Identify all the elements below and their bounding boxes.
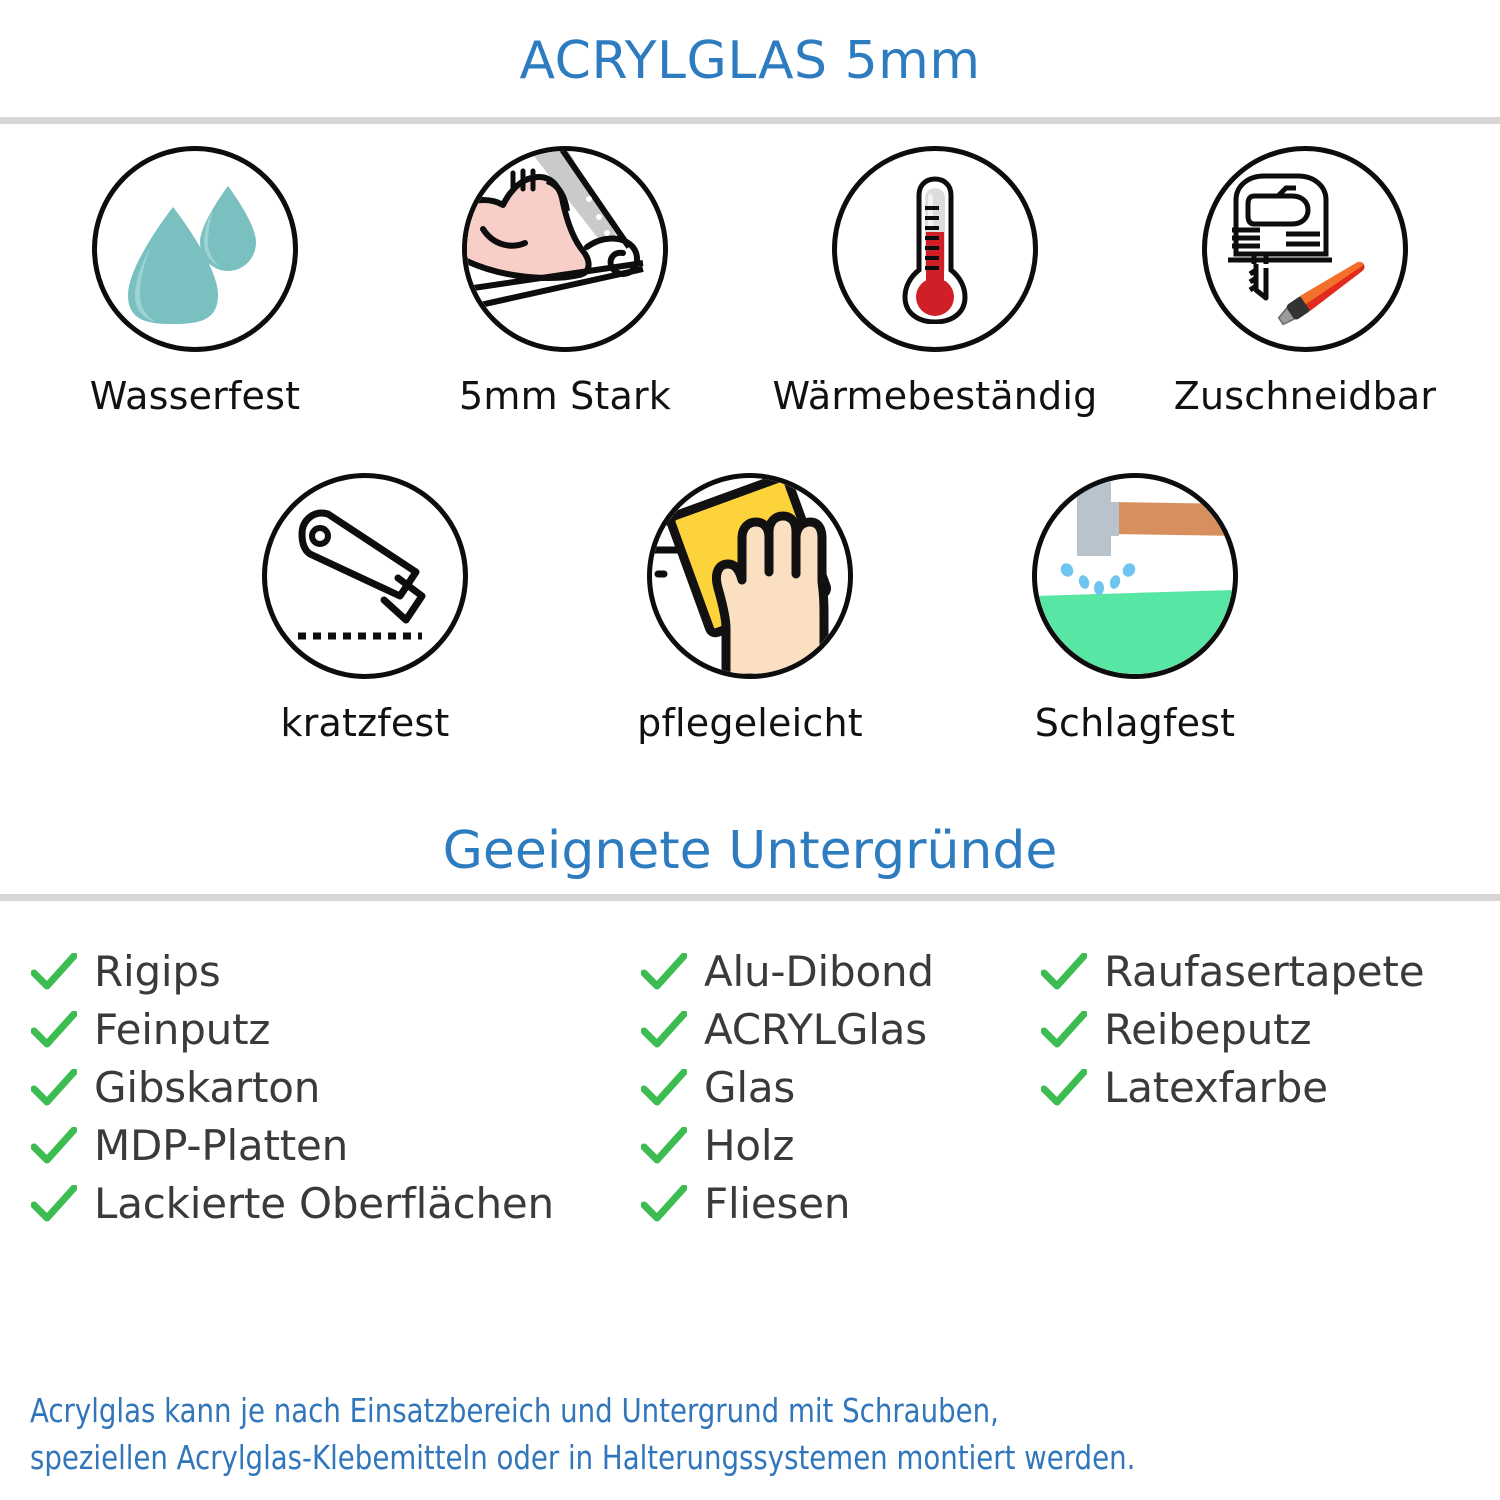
feature-label: Wasserfest <box>89 373 301 418</box>
list-item: Latexfarbe <box>1040 1059 1470 1117</box>
list-item-label: Glas <box>704 1063 796 1113</box>
list-item-label: Reibeputz <box>1104 1005 1312 1055</box>
list-item-label: MDP-Platten <box>94 1121 349 1171</box>
feature-label: Zuschneidbar <box>1173 373 1437 418</box>
water-drops-icon <box>125 174 265 324</box>
feature-icon-circle <box>92 145 298 352</box>
list-item-label: Lackierte Oberflächen <box>94 1179 554 1229</box>
substrate-checklist: Rigips Feinputz Gibskarton MDP-Platten <box>0 943 1500 1233</box>
list-item-label: Alu-Dibond <box>704 947 934 997</box>
feature-zuschneidbar: Zuschneidbar <box>1120 145 1490 418</box>
list-item: Alu-Dibond <box>640 943 1040 1001</box>
list-item: Reibeputz <box>1040 1001 1470 1059</box>
check-icon <box>30 1068 78 1108</box>
feature-row-2: kratzfest <box>0 472 1500 745</box>
feature-label: pflegeleicht <box>637 700 863 745</box>
list-item-label: Raufasertapete <box>1104 947 1425 997</box>
check-icon <box>1040 952 1088 992</box>
divider-top <box>0 116 1500 124</box>
list-item-label: Feinputz <box>94 1005 271 1055</box>
mounting-note-line-2: speziellen Acrylglas-Klebemitteln oder i… <box>30 1437 1136 1477</box>
feature-waermebestaendig: Wärmebeständig <box>750 145 1120 418</box>
feature-icon-circle <box>647 472 853 679</box>
check-icon <box>640 1010 688 1050</box>
feature-pflegeleicht: pflegeleicht <box>558 472 943 745</box>
list-item: ACRYLGlas <box>640 1001 1040 1059</box>
list-item: Raufasertapete <box>1040 943 1470 1001</box>
list-item: Holz <box>640 1117 1040 1175</box>
list-item-label: Holz <box>704 1121 795 1171</box>
check-icon <box>640 1068 688 1108</box>
list-item-label: ACRYLGlas <box>704 1005 927 1055</box>
check-icon <box>30 1126 78 1166</box>
mounting-note-line-1: Acrylglas kann je nach Einsatzbereich un… <box>30 1391 999 1430</box>
check-icon <box>1040 1068 1088 1108</box>
checklist-column-2: Alu-Dibond ACRYLGlas Glas Holz <box>640 943 1040 1233</box>
feature-grid: Wasserfest <box>0 124 1500 745</box>
divider-mid <box>0 893 1500 901</box>
flexed-muscle-icon <box>467 150 663 347</box>
checklist-column-1: Rigips Feinputz Gibskarton MDP-Platten <box>30 943 640 1233</box>
section-title-substrates: Geeignete Untergründe <box>442 820 1058 881</box>
list-item-label: Fliesen <box>704 1179 851 1229</box>
check-icon <box>30 1184 78 1224</box>
feature-label: Schlagfest <box>1034 700 1236 745</box>
check-icon <box>1040 1010 1088 1050</box>
feature-icon-circle <box>1032 472 1238 679</box>
check-icon <box>30 952 78 992</box>
check-icon <box>30 1010 78 1050</box>
hand-wiping-cloth-icon <box>652 477 848 674</box>
list-item-label: Rigips <box>94 947 221 997</box>
check-icon <box>640 952 688 992</box>
page-title: ACRYLGLAS 5mm <box>519 31 981 91</box>
jigsaw-and-knife-icon <box>1220 164 1390 334</box>
feature-row-1: Wasserfest <box>0 145 1500 418</box>
hammer-impact-icon <box>1037 477 1233 674</box>
cutter-knife-scratch-icon <box>280 496 450 656</box>
feature-label: Wärmebeständig <box>772 373 1098 418</box>
check-icon <box>640 1184 688 1224</box>
feature-label: 5mm Stark <box>458 373 672 418</box>
list-item: Lackierte Oberflächen <box>30 1175 640 1233</box>
feature-icon-circle <box>832 145 1038 352</box>
list-item: Feinputz <box>30 1001 640 1059</box>
feature-icon-circle <box>1202 145 1408 352</box>
feature-label: kratzfest <box>280 700 450 745</box>
list-item: Gibskarton <box>30 1059 640 1117</box>
feature-kratzfest: kratzfest <box>173 472 558 745</box>
list-item: MDP-Platten <box>30 1117 640 1175</box>
list-item-label: Gibskarton <box>94 1063 321 1113</box>
feature-schlagfest: Schlagfest <box>943 472 1328 745</box>
list-item: Rigips <box>30 943 640 1001</box>
list-item: Fliesen <box>640 1175 1040 1233</box>
mounting-note: Acrylglas kann je nach Einsatzbereich un… <box>30 1388 1379 1482</box>
thermometer-icon <box>895 174 975 324</box>
feature-wasserfest: Wasserfest <box>10 145 380 418</box>
check-icon <box>640 1126 688 1166</box>
list-item-label: Latexfarbe <box>1104 1063 1328 1113</box>
checklist-column-3: Raufasertapete Reibeputz Latexfarbe <box>1040 943 1470 1233</box>
list-item: Glas <box>640 1059 1040 1117</box>
feature-5mm-stark: 5mm Stark <box>380 145 750 418</box>
feature-icon-circle <box>262 472 468 679</box>
feature-icon-circle <box>462 145 668 352</box>
